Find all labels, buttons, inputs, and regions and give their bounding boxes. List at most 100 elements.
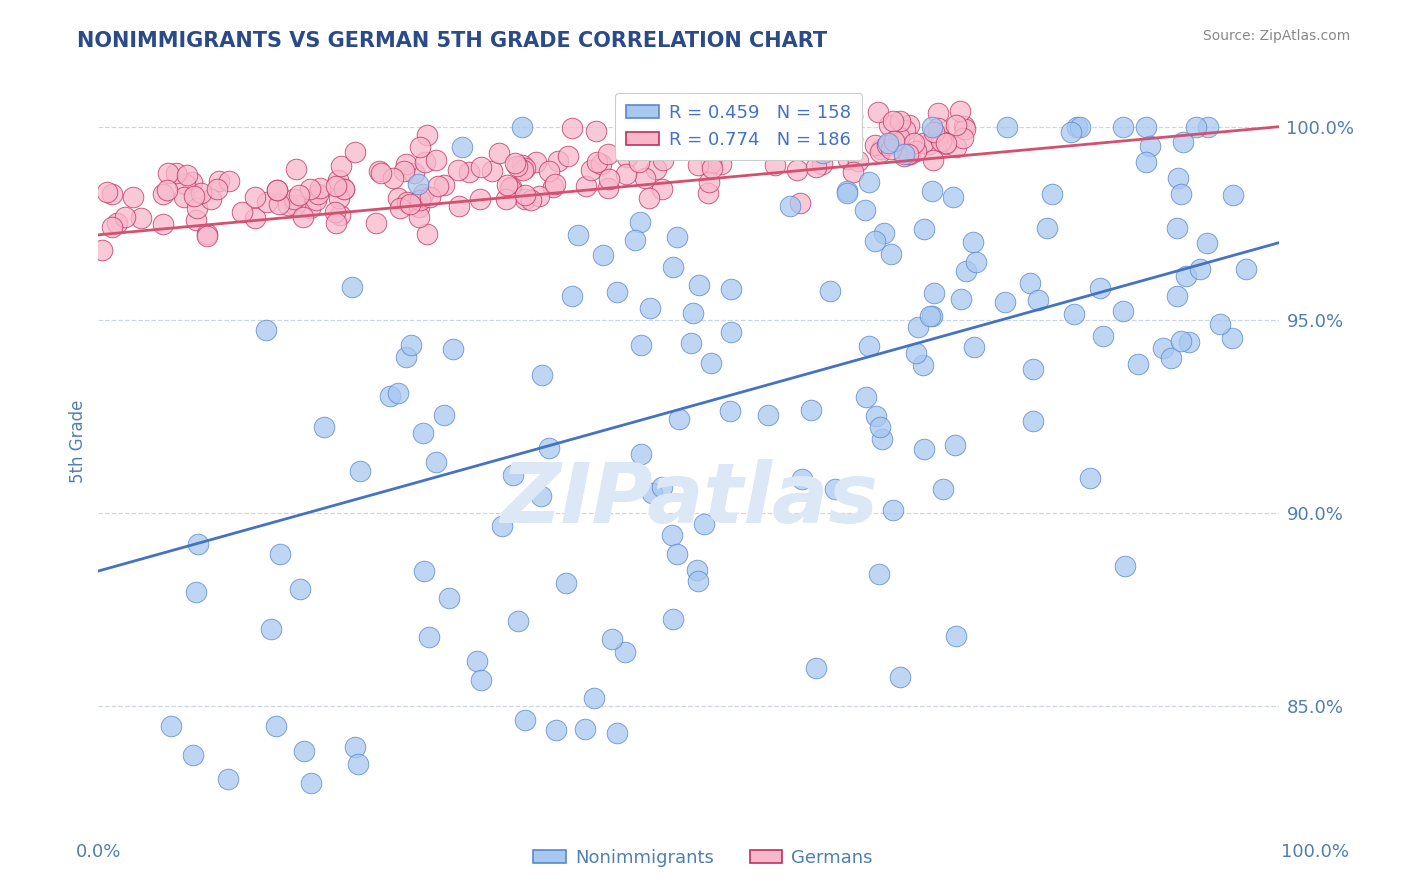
Point (583, 691, 606, 706)
Point (652, 141, 675, 155)
Point (269, 197, 291, 211)
Point (872, 226, 894, 240)
Point (1175, 269, 1198, 284)
Point (668, 411, 690, 425)
Point (333, 182, 356, 196)
Point (793, 128, 815, 142)
Point (1112, 120, 1135, 134)
Point (994, 295, 1017, 310)
Point (1088, 280, 1111, 294)
Point (395, 195, 418, 210)
Legend: R = 0.459   N = 158, R = 0.774   N = 186: R = 0.459 N = 158, R = 0.774 N = 186 (616, 93, 862, 160)
Point (927, 128, 949, 143)
Point (392, 164, 415, 178)
Point (340, 280, 363, 294)
Point (101, 220, 124, 235)
Point (606, 725, 628, 739)
Point (1091, 329, 1114, 343)
Point (269, 547, 291, 561)
Point (174, 177, 197, 191)
Point (800, 402, 823, 417)
Point (288, 582, 311, 597)
Point (699, 156, 721, 170)
Point (927, 105, 949, 120)
Point (1152, 342, 1174, 356)
Point (491, 519, 513, 533)
Point (159, 719, 181, 733)
Point (824, 482, 846, 496)
Point (408, 210, 430, 224)
Point (416, 227, 439, 242)
Point (841, 109, 863, 123)
Point (446, 163, 468, 178)
Point (1171, 136, 1194, 150)
Point (949, 292, 972, 306)
Point (883, 134, 905, 148)
Point (887, 130, 910, 145)
Point (696, 186, 718, 200)
Point (790, 471, 813, 485)
Point (254, 323, 277, 337)
Point (283, 193, 305, 207)
Point (585, 155, 607, 169)
Point (183, 188, 205, 202)
Point (589, 157, 612, 171)
Point (207, 174, 229, 188)
Point (858, 175, 880, 189)
Point (627, 155, 650, 169)
Point (943, 437, 966, 451)
Point (661, 140, 683, 154)
Point (186, 201, 208, 215)
Point (416, 128, 439, 142)
Point (325, 205, 347, 219)
Point (922, 125, 945, 139)
Point (924, 286, 946, 301)
Point (887, 132, 910, 146)
Point (513, 192, 536, 206)
Point (409, 139, 432, 153)
Point (217, 772, 239, 786)
Point (897, 118, 920, 132)
Point (325, 216, 347, 230)
Point (897, 147, 920, 161)
Point (399, 338, 422, 352)
Point (567, 228, 589, 243)
Point (1166, 221, 1188, 235)
Point (905, 345, 928, 359)
Text: 0.0%: 0.0% (76, 843, 121, 861)
Point (530, 368, 553, 382)
Point (1139, 138, 1161, 153)
Point (537, 163, 560, 178)
Point (1209, 317, 1232, 331)
Point (955, 122, 977, 136)
Point (184, 585, 207, 599)
Point (863, 235, 886, 249)
Point (870, 432, 893, 446)
Point (804, 660, 827, 674)
Point (218, 174, 240, 188)
Point (200, 192, 222, 206)
Point (344, 145, 367, 160)
Point (927, 120, 949, 135)
Point (710, 157, 733, 171)
Point (299, 182, 322, 196)
Point (912, 136, 935, 151)
Point (945, 140, 967, 154)
Point (156, 166, 179, 180)
Point (402, 166, 425, 180)
Text: NONIMMIGRANTS VS GERMAN 5TH GRADE CORRELATION CHART: NONIMMIGRANTS VS GERMAN 5TH GRADE CORREL… (77, 31, 828, 51)
Point (425, 455, 447, 469)
Point (592, 248, 614, 262)
Point (804, 161, 827, 175)
Point (879, 118, 901, 132)
Point (1189, 262, 1212, 277)
Point (285, 162, 308, 177)
Point (921, 309, 943, 323)
Point (868, 567, 890, 582)
Point (638, 191, 661, 205)
Point (314, 420, 336, 434)
Point (1135, 154, 1157, 169)
Point (616, 150, 638, 164)
Point (299, 776, 322, 790)
Legend: Nonimmigrants, Germans: Nonimmigrants, Germans (526, 842, 880, 874)
